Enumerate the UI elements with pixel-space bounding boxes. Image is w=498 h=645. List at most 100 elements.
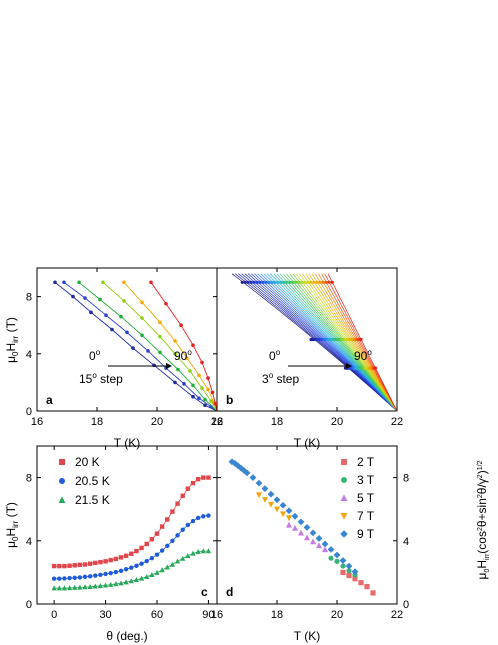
panel-a-point	[197, 373, 201, 378]
panel-c-point	[129, 551, 134, 556]
panel-c-point	[72, 575, 77, 580]
panel-d-point	[334, 558, 340, 564]
panel-d-point	[234, 462, 242, 470]
panel-d-legend-marker	[341, 459, 347, 465]
panel-a-point	[191, 383, 195, 388]
panel-a-ylabel: μ0Hirr (T)	[4, 317, 20, 363]
panel-c-point	[195, 476, 201, 482]
panel-d-point	[321, 540, 329, 548]
panel-a-point	[140, 300, 144, 305]
panel-c-x-tick-label: 0	[51, 609, 57, 621]
panel-b-point	[321, 280, 325, 284]
panel-b-point	[261, 280, 265, 284]
panel-c-point	[67, 563, 72, 568]
panel-c-point	[56, 585, 62, 591]
panel-c-point	[98, 572, 103, 577]
panel-c-point	[154, 569, 160, 575]
panel-d-point	[370, 590, 376, 596]
panel-d-x-tick-label: 18	[271, 609, 283, 621]
panel-d-point	[267, 490, 275, 498]
panel-c-x-tick-label: 30	[99, 609, 111, 621]
panel-a-label: a	[46, 393, 53, 407]
panel-c-point	[108, 581, 114, 587]
panel-b-point	[309, 280, 313, 284]
panel-d-point	[231, 459, 239, 467]
panel-a-series-line	[150, 282, 218, 412]
panel-c-point	[103, 571, 108, 577]
panel-d-point	[249, 474, 257, 481]
panel-c-point	[169, 561, 176, 567]
panel-c-x-tick-label: 60	[151, 609, 163, 621]
panel-b-point	[324, 280, 328, 284]
panel-c-legend-label: 20 K	[75, 455, 100, 469]
panel-b-point	[273, 280, 277, 284]
panel-a-angle-end: 90o	[174, 348, 192, 363]
panel-a-point	[158, 350, 162, 355]
panel-a-point	[98, 297, 102, 302]
panel-c-legend-marker	[59, 459, 65, 465]
panel-a-point	[188, 369, 192, 373]
panel-c-y-tick-label: 0	[26, 599, 32, 611]
panel-a-point	[203, 397, 207, 402]
panel-a-x-tick-label: 22	[211, 416, 223, 428]
panel-c-point	[118, 580, 124, 586]
panel-b-plot	[231, 273, 398, 412]
panel-d-point	[346, 568, 352, 574]
panel-d-point	[297, 518, 305, 526]
panel-c-point	[195, 549, 201, 555]
panel-c-point	[92, 583, 98, 589]
panel-c-point	[77, 562, 83, 568]
panel-d-point	[279, 501, 287, 509]
panel-b-point	[300, 280, 304, 284]
panel-a-point	[62, 280, 66, 285]
panel-c-point	[72, 563, 77, 568]
panel-a-point	[158, 334, 162, 339]
panel-d-point	[286, 521, 292, 528]
panel-d-point	[327, 546, 335, 553]
panel-d-legend-marker	[340, 530, 348, 538]
panel-b-point	[255, 280, 259, 284]
panel-c-point	[62, 576, 67, 581]
panel-d-point	[346, 572, 352, 579]
panel-b-series-line	[282, 273, 398, 412]
panel-b-point	[318, 280, 322, 284]
panel-c-point	[93, 560, 98, 566]
panel-c-point	[185, 486, 191, 491]
panel-d-point	[291, 512, 299, 520]
panel-d-legend-marker	[341, 477, 347, 483]
panel-c-label: c	[201, 585, 208, 599]
panel-b-point	[330, 280, 334, 284]
panel-d-point	[309, 529, 317, 537]
panel-c-point	[98, 559, 103, 565]
panel-a-point	[110, 327, 114, 332]
panel-c-point	[97, 583, 104, 589]
panel-d-point	[345, 562, 353, 570]
panel-b-x-tick-label: 16	[211, 416, 223, 428]
panel-a-xlabel: T (K)	[114, 436, 140, 450]
panel-a-plot	[53, 280, 218, 412]
panel-d-point	[286, 515, 292, 522]
panel-c-point	[93, 573, 98, 578]
panel-a-x-tick-label: 18	[91, 416, 103, 428]
panel-c-point	[133, 577, 140, 583]
panel-a-point	[119, 314, 123, 319]
panel-b-angle-start: 0o	[269, 348, 281, 363]
panel-d-legend-label: 7 T	[357, 509, 375, 523]
panel-d-point	[303, 523, 311, 531]
panel-b-label: b	[226, 393, 233, 407]
panel-c-point	[144, 574, 150, 580]
panel-a-point	[89, 310, 93, 315]
panel-b-point	[276, 280, 280, 284]
panel-c-point	[134, 563, 139, 568]
panel-d-point	[315, 535, 323, 542]
panel-d-point	[298, 529, 304, 536]
panel-b-point	[315, 280, 319, 284]
panel-c-point	[82, 574, 88, 580]
panel-a-point	[101, 280, 105, 285]
panel-c-y-tick-label: 8	[26, 473, 32, 485]
panel-c-point	[102, 582, 109, 588]
panel-c-point	[149, 555, 155, 561]
panel-b-point	[252, 280, 256, 284]
panel-c-point	[159, 524, 165, 529]
panel-c-point	[57, 576, 62, 581]
